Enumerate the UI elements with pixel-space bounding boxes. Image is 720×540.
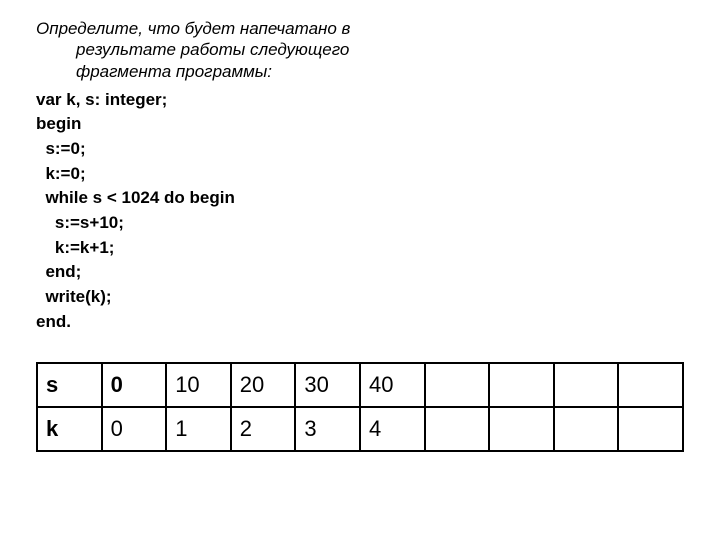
cell [425, 363, 490, 407]
code-line: end. [36, 310, 684, 335]
cell: 0 [102, 363, 167, 407]
code-line: s:=0; [36, 137, 684, 162]
cell [425, 407, 490, 451]
cell: 10 [166, 363, 231, 407]
cell: 4 [360, 407, 425, 451]
cell [554, 407, 619, 451]
cell: 3 [295, 407, 360, 451]
cell: 1 [166, 407, 231, 451]
table-row: s 0 10 20 30 40 [37, 363, 683, 407]
code-line: end; [36, 260, 684, 285]
code-line: s:=s+10; [36, 211, 684, 236]
task-prompt: Определите, что будет напечатано в резул… [36, 18, 396, 82]
cell: 40 [360, 363, 425, 407]
trace-table: s 0 10 20 30 40 k 0 1 2 3 4 [36, 362, 684, 452]
cell [489, 407, 554, 451]
code-line: var k, s: integer; [36, 88, 684, 113]
cell: 20 [231, 363, 296, 407]
code-line: begin [36, 112, 684, 137]
row-label-s: s [37, 363, 102, 407]
cell [618, 363, 683, 407]
code-block: var k, s: integer; begin s:=0; k:=0; whi… [36, 88, 684, 334]
code-line: while s < 1024 do begin [36, 186, 684, 211]
code-line: k:=0; [36, 162, 684, 187]
cell [554, 363, 619, 407]
cell [489, 363, 554, 407]
table-row: k 0 1 2 3 4 [37, 407, 683, 451]
row-label-k: k [37, 407, 102, 451]
code-line: write(k); [36, 285, 684, 310]
code-line: k:=k+1; [36, 236, 684, 261]
cell: 2 [231, 407, 296, 451]
cell [618, 407, 683, 451]
cell: 0 [102, 407, 167, 451]
cell: 30 [295, 363, 360, 407]
